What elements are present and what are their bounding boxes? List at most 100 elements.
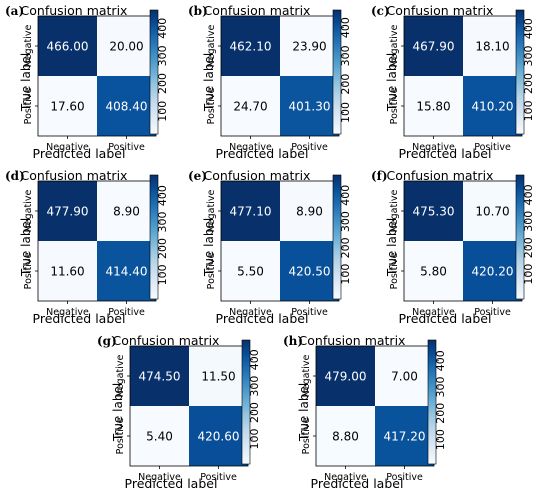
- x-tick-label: Negative: [412, 307, 455, 318]
- colorbar-tick-label: 400: [339, 17, 352, 38]
- colorbar: [427, 339, 437, 465]
- x-tick-label: Negative: [324, 472, 367, 483]
- heatmap-svg: 467.90 18.10 15.80 410.20 Negative Positive Ne…: [389, 9, 535, 153]
- chart-title: Confusion matrix: [298, 333, 406, 348]
- matrix-cell: [316, 406, 375, 466]
- colorbar: [332, 9, 342, 135]
- cell-value-label: 477.90: [47, 205, 89, 219]
- chart-title: Confusion matrix: [20, 3, 128, 18]
- cell-value-label: 474.50: [139, 370, 181, 384]
- heatmap-svg: 479.00 7.00 8.80 417.20 Negative Positive Nega…: [301, 339, 447, 483]
- matrix-cell: [97, 76, 156, 136]
- confusion-matrix-panel: (f) Confusion matrix Predicted label True l…: [366, 165, 549, 328]
- y-tick-label: Positive: [389, 253, 400, 290]
- panel-label: (g): [97, 334, 117, 348]
- colorbar-tick-label: 100: [156, 101, 169, 122]
- matrix-cell: [404, 16, 463, 76]
- cell-value-label: 467.90: [413, 40, 455, 54]
- y-tick-label: Positive: [301, 418, 312, 455]
- confusion-matrix-panel: (e) Confusion matrix Predicted label True l…: [183, 165, 366, 328]
- heatmap-svg: 477.10 8.90 5.50 420.50 Negative Positive Nega…: [206, 174, 352, 318]
- colorbar-tick-label: 100: [434, 429, 447, 450]
- matrix-cell: [463, 181, 522, 241]
- y-tick-label: Negative: [389, 25, 400, 68]
- cell-value-label: 477.10: [230, 205, 272, 219]
- cell-value-label: 408.40: [106, 100, 148, 114]
- colorbar: [332, 174, 342, 300]
- chart-title: Confusion matrix: [203, 3, 311, 18]
- matrix-cell: [316, 346, 375, 406]
- matrix-cell: [221, 181, 280, 241]
- chart-title: Confusion matrix: [386, 168, 494, 183]
- colorbar-tick-label: 100: [522, 264, 535, 285]
- chart-title: Confusion matrix: [20, 168, 128, 183]
- matrix-cell: [221, 241, 280, 301]
- matrix-cell: [130, 346, 189, 406]
- cell-value-label: 7.00: [391, 370, 418, 384]
- colorbar-tick-label: 200: [156, 238, 169, 259]
- cell-value-label: 410.20: [472, 100, 514, 114]
- y-tick-label: Negative: [23, 25, 34, 68]
- matrix-cell: [97, 181, 156, 241]
- cell-value-label: 20.00: [109, 40, 143, 54]
- matrix-cell: [97, 241, 156, 301]
- cell-value-label: 11.50: [201, 370, 235, 384]
- confusion-matrix-panel: (g) Confusion matrix Predicted label True l…: [92, 330, 275, 493]
- y-tick-label: Positive: [23, 88, 34, 125]
- x-tick-label: Negative: [138, 472, 181, 483]
- cell-value-label: 10.70: [475, 205, 509, 219]
- colorbar-tick-label: 100: [522, 100, 535, 121]
- y-tick-label: Positive: [206, 88, 217, 125]
- y-tick-label: Positive: [389, 88, 400, 125]
- x-tick-label: Positive: [291, 307, 328, 318]
- matrix-cell: [463, 76, 522, 136]
- cell-value-label: 5.80: [420, 265, 447, 279]
- matrix-cell: [189, 406, 248, 466]
- colorbar-tick-label: 400: [156, 185, 169, 206]
- colorbar: [241, 339, 251, 465]
- colorbar-tick-label: 300: [434, 377, 447, 398]
- colorbar-tick-label: 300: [522, 46, 535, 67]
- y-tick-label: Negative: [301, 355, 312, 398]
- x-tick-label: Positive: [200, 472, 237, 483]
- cell-value-label: 8.90: [296, 205, 323, 219]
- cell-value-label: 17.60: [50, 100, 84, 114]
- heatmap-svg: 474.50 11.50 5.40 420.60 Negative Positive Neg…: [115, 339, 261, 483]
- y-tick-label: Negative: [23, 190, 34, 233]
- x-tick-label: Negative: [46, 142, 89, 153]
- chart-title: Confusion matrix: [386, 3, 494, 18]
- colorbar-tick-label: 100: [339, 264, 352, 285]
- y-tick-label: Positive: [23, 253, 34, 290]
- cell-value-label: 24.70: [233, 100, 267, 114]
- heatmap-svg: 475.30 10.70 5.80 420.20 Negative Positive Neg…: [389, 174, 535, 318]
- matrix-cell: [375, 346, 434, 406]
- confusion-matrix-panel: (b) Confusion matrix Predicted label True l…: [183, 0, 366, 163]
- panel-label: (h): [283, 334, 304, 348]
- x-axis-label: Predicted label: [215, 146, 309, 161]
- cell-value-label: 23.90: [292, 40, 326, 54]
- x-tick-label: Negative: [229, 142, 272, 153]
- confusion-matrix-panel: (a) Confusion matrix Predicted label True l…: [0, 0, 183, 163]
- x-tick-label: Positive: [474, 142, 511, 153]
- matrix-cell: [404, 181, 463, 241]
- panel-label: (f): [371, 169, 388, 183]
- x-axis-label: Predicted label: [310, 476, 404, 491]
- colorbar-tick-label: 200: [522, 73, 535, 94]
- heatmap-svg: 462.10 23.90 24.70 401.30 Negative Positive Ne…: [206, 9, 352, 153]
- x-axis-label: Predicted label: [32, 311, 126, 326]
- matrix-cell: [463, 241, 522, 301]
- x-axis-label: Predicted label: [32, 146, 126, 161]
- chart-title: Confusion matrix: [112, 333, 220, 348]
- heatmap-svg: 466.00 20.00 17.60 408.40 Negative Positive Ne…: [23, 9, 169, 153]
- cell-value-label: 401.30: [289, 100, 331, 114]
- y-tick-label: Negative: [389, 190, 400, 233]
- x-tick-label: Positive: [386, 472, 423, 483]
- colorbar: [149, 174, 159, 300]
- colorbar-tick-label: 100: [156, 264, 169, 285]
- confusion-matrix-panel: (c) Confusion matrix Predicted label True l…: [366, 0, 549, 163]
- x-tick-label: Negative: [412, 142, 455, 153]
- colorbar-tick-label: 400: [339, 185, 352, 206]
- panel-label: (c): [371, 4, 390, 18]
- matrix-cell: [130, 406, 189, 466]
